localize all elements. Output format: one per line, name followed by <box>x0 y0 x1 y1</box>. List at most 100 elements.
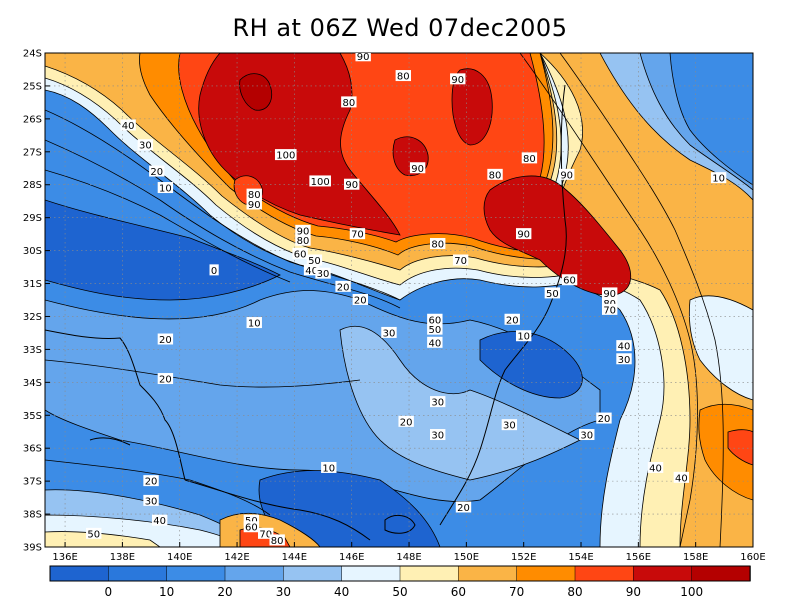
contour-label-text: 60 <box>245 523 258 534</box>
contour-label: 40 <box>303 264 320 277</box>
contour-label: 30 <box>501 419 518 432</box>
lat-tick-label: 34S <box>23 378 42 389</box>
contour-label-bg <box>455 501 472 513</box>
contour-label-bg <box>355 53 371 62</box>
contour-label-bg <box>274 149 297 161</box>
contour-label: 40 <box>151 514 168 527</box>
contour-label: 20 <box>143 475 159 488</box>
rh-band-0-10 <box>45 199 281 301</box>
contour-label-bg <box>398 415 414 427</box>
lon-tick-label: 144E <box>282 552 307 563</box>
lat-tick-label: 35S <box>23 411 42 422</box>
contour-label-bg <box>616 340 632 352</box>
lat-tick-label: 39S <box>23 543 42 554</box>
contour-label-text: 20 <box>354 296 367 307</box>
coastline <box>89 437 131 446</box>
lon-tick-label: 152E <box>511 552 536 563</box>
contour-label-bg <box>269 534 285 546</box>
contour-label-bg <box>303 264 320 276</box>
contour-label-bg <box>157 373 174 385</box>
contour-label-text: 20 <box>145 477 158 488</box>
contour-label-bg <box>137 139 154 151</box>
contour-line <box>45 359 361 388</box>
contour-label-text: 50 <box>87 529 100 540</box>
page-title: RH at 06Z Wed 07dec2005 <box>232 14 568 42</box>
contour-label-text: 80 <box>297 236 310 247</box>
contour-label: 50 <box>306 254 323 267</box>
lon-tick-label: 146E <box>339 552 364 563</box>
colorbar-tick-label: 50 <box>392 585 407 599</box>
contour-label: 20 <box>455 501 472 514</box>
contour-label-bg <box>673 471 690 483</box>
contour-label-text: 90 <box>297 226 310 237</box>
lon-tick-label: 136E <box>52 552 77 563</box>
contour-label-bg <box>504 313 520 325</box>
contour-label-bg <box>409 162 426 174</box>
contour-label-text: 10 <box>159 184 172 195</box>
contour-label-bg <box>596 412 612 424</box>
contour-label-text: 90 <box>560 170 573 181</box>
contour-label-text: 20 <box>598 414 611 425</box>
map-grid <box>45 53 753 547</box>
contour-label-bg <box>151 514 168 526</box>
contour-label-text: 60 <box>428 315 441 326</box>
contour-label: 40 <box>427 336 443 349</box>
contour-label: 90 <box>558 168 575 181</box>
contour-label-text: 70 <box>351 230 364 241</box>
colorbar-tick-label: 100 <box>680 585 703 599</box>
contour-label: 60 <box>243 521 260 534</box>
contour-label-bg <box>647 461 664 473</box>
contour-label: 70 <box>258 527 274 540</box>
lat-tick-label: 37S <box>23 477 42 488</box>
contour-label: 70 <box>452 254 469 267</box>
contour-label-bg <box>149 165 165 177</box>
contour-label: 90 <box>246 198 262 211</box>
contour-label: 10 <box>321 461 337 474</box>
colorbar-swatch <box>574 565 635 582</box>
contour-label-text: 50 <box>308 256 321 267</box>
colorbar-tick-label: 20 <box>217 585 232 599</box>
rh-band-80-90 <box>698 403 753 501</box>
contour-label-bg <box>243 514 260 526</box>
contour-label: 80 <box>487 168 503 181</box>
contour-label-bg <box>143 475 159 487</box>
contour-label-text: 30 <box>317 269 330 280</box>
rh-band-90-100 <box>451 68 493 146</box>
contour-label-bg <box>381 326 397 338</box>
contour-label-bg <box>295 224 311 236</box>
contour-label-text: 60 <box>563 276 576 287</box>
contour-label-bg <box>246 317 262 329</box>
lon-tick-label: 140E <box>167 552 192 563</box>
contour-label: 60 <box>427 313 443 326</box>
colorbar-swatch <box>49 565 110 582</box>
contour-label-bg <box>450 73 466 85</box>
contour-label-text: 80 <box>431 240 444 251</box>
coastline <box>45 329 186 481</box>
contour-label-bg <box>143 494 159 506</box>
contour-label-bg <box>544 287 561 299</box>
contour-label: 40 <box>616 340 632 353</box>
contour-label-bg <box>395 70 411 82</box>
contour-label: 10 <box>710 172 727 185</box>
contour-label-bg <box>616 353 632 365</box>
contour-label: 20 <box>398 415 414 428</box>
contour-label: 30 <box>143 494 159 507</box>
contour-label-text: 100 <box>311 177 330 188</box>
contour-label-text: 60 <box>294 249 307 260</box>
contour-label-text: 90 <box>411 164 424 175</box>
colorbar-tick-label: 40 <box>334 585 349 599</box>
colorbar-swatch <box>399 565 460 582</box>
lon-tick-label: 150E <box>454 552 479 563</box>
contour-label-bg <box>558 168 575 180</box>
contour-label-text: 40 <box>618 342 631 353</box>
lat-tick-label: 30S <box>23 246 42 257</box>
contour-label-bg <box>243 521 260 533</box>
contour-label: 10 <box>157 182 174 195</box>
colorbar-swatch <box>458 565 518 582</box>
lon-axis: 136E 138E 140E 142E 144E 146E 148E 150E 152E 154E… <box>52 542 766 563</box>
rh-band-90-100 <box>239 73 272 111</box>
contour-label-text: 40 <box>649 463 662 474</box>
contour-label-text: 80 <box>342 98 355 109</box>
contour-label-text: 30 <box>383 328 396 339</box>
